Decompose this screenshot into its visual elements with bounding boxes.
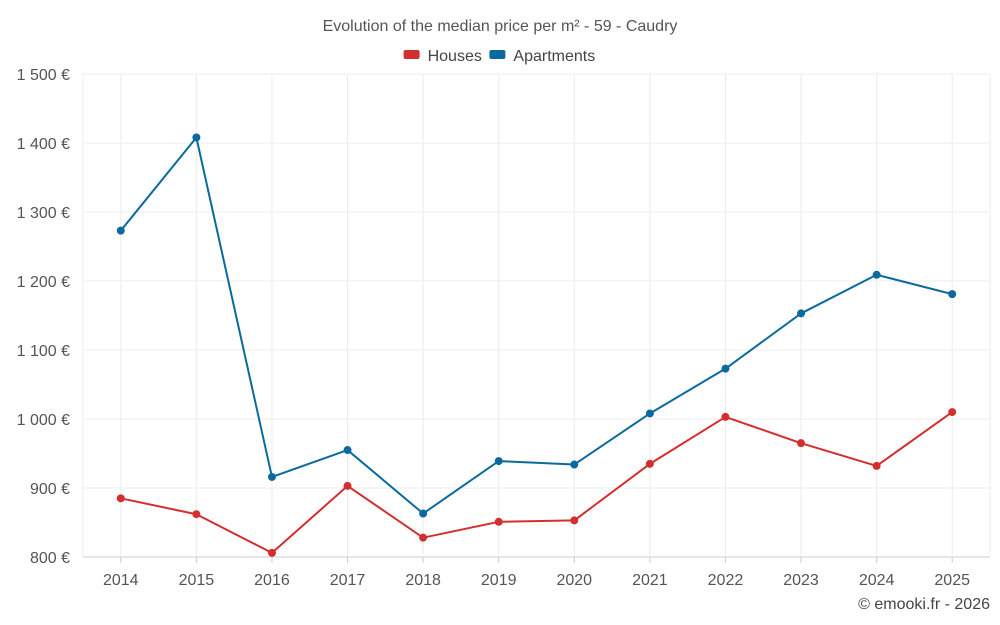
data-point-apartments[interactable] <box>192 133 201 142</box>
data-point-houses[interactable] <box>116 494 125 503</box>
data-point-houses[interactable] <box>343 481 352 490</box>
data-point-houses[interactable] <box>570 516 579 525</box>
data-point-apartments[interactable] <box>948 290 957 299</box>
data-point-houses[interactable] <box>192 510 201 519</box>
x-tick-label: 2016 <box>254 572 290 589</box>
data-point-apartments[interactable] <box>645 409 654 418</box>
data-point-apartments[interactable] <box>494 457 503 466</box>
y-tick-label: 1 500 € <box>17 67 70 84</box>
data-point-houses[interactable] <box>645 459 654 468</box>
series-line-apartments <box>120 136 953 515</box>
y-tick-label: 800 € <box>30 550 70 567</box>
x-tick-label: 2020 <box>556 572 592 589</box>
x-axis: 2014 2015 2016 2017 2018 2019 2020 2021 2022 2023… <box>103 557 970 589</box>
data-point-apartments[interactable] <box>797 309 806 318</box>
data-point-apartments[interactable] <box>116 226 125 235</box>
data-point-houses[interactable] <box>721 412 730 421</box>
grid <box>82 73 991 558</box>
x-tick-label: 2018 <box>405 572 441 589</box>
legend-label-apartments: Apartments <box>513 48 595 65</box>
data-point-houses[interactable] <box>419 533 428 542</box>
legend-item-apartments[interactable]: Apartments <box>489 48 595 65</box>
x-tick-label: 2017 <box>330 572 366 589</box>
x-tick-label: 2019 <box>481 572 517 589</box>
data-point-apartments[interactable] <box>343 446 352 455</box>
x-tick-label: 2015 <box>179 572 215 589</box>
y-tick-label: 1 200 € <box>17 274 70 291</box>
data-point-apartments[interactable] <box>267 472 276 481</box>
data-point-apartments[interactable] <box>872 270 881 279</box>
x-tick-label: 2021 <box>632 572 668 589</box>
chart-title: Evolution of the median price per m² - 5… <box>323 18 678 35</box>
y-tick-label: 1 400 € <box>17 136 70 153</box>
y-axis: 800 € 900 € 1 000 € 1 100 € 1 200 € 1 300 € 1 … <box>17 67 70 567</box>
y-tick-label: 900 € <box>30 481 70 498</box>
legend-swatch-houses <box>403 50 420 59</box>
x-tick-label: 2014 <box>103 572 139 589</box>
data-point-apartments[interactable] <box>721 364 730 373</box>
legend[interactable]: Houses Apartments <box>403 48 596 65</box>
series-group <box>116 133 957 557</box>
data-point-houses[interactable] <box>267 548 276 557</box>
data-point-houses[interactable] <box>797 439 806 448</box>
data-point-houses[interactable] <box>948 408 957 417</box>
y-tick-label: 1 100 € <box>17 343 70 360</box>
legend-label-houses: Houses <box>428 48 482 65</box>
data-point-houses[interactable] <box>494 517 503 526</box>
x-tick-label: 2025 <box>934 572 970 589</box>
data-point-apartments[interactable] <box>570 460 579 469</box>
data-point-houses[interactable] <box>872 461 881 470</box>
credit-label: © emooki.fr - 2026 <box>858 596 990 613</box>
series-line-houses <box>120 411 953 554</box>
y-tick-label: 1 300 € <box>17 205 70 222</box>
x-tick-label: 2022 <box>708 572 744 589</box>
y-tick-label: 1 000 € <box>17 412 70 429</box>
x-tick-label: 2023 <box>783 572 819 589</box>
legend-item-houses[interactable]: Houses <box>403 48 482 65</box>
legend-swatch-apartments <box>489 50 506 59</box>
data-point-apartments[interactable] <box>419 509 428 518</box>
x-tick-label: 2024 <box>859 572 895 589</box>
